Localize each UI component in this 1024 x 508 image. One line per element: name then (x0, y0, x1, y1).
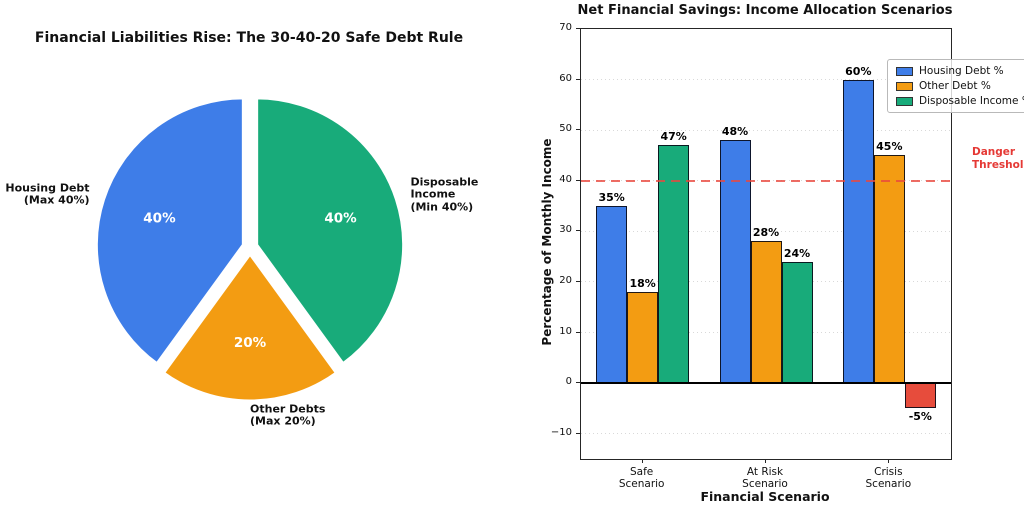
pie-slice (94, 96, 245, 366)
pie-percent-label: 40% (324, 211, 357, 227)
danger-threshold-label: Danger Threshold (972, 146, 1024, 171)
bar-chart-title: Net Financial Savings: Income Allocation… (577, 3, 953, 18)
bar-chart-panel: Net Financial Savings: Income Allocation… (512, 0, 1024, 508)
y-tick-label: 10 (559, 325, 572, 337)
bar-value-label: 35% (598, 191, 625, 205)
pie-slice (255, 96, 406, 366)
pie-chart-title: Financial Liabilities Rise: The 30-40-20… (34, 30, 464, 46)
bar-value-label: 47% (660, 130, 687, 144)
bar-disposable-income--1 (781, 261, 813, 384)
bar-value-label: -5% (908, 410, 932, 424)
gridline (581, 129, 951, 131)
x-tick-label: Safe Scenario (618, 466, 665, 490)
y-tick-mark (576, 432, 580, 434)
pie-chart: 40% 20% 40% (94, 96, 406, 403)
gridline (581, 230, 951, 232)
pie-percent-label: 20% (234, 335, 267, 351)
y-tick-label: 60 (559, 72, 572, 84)
y-tick-label: 40 (559, 173, 572, 185)
bar-disposable-income--2 (904, 383, 936, 409)
x-tick-label: Crisis Scenario (865, 466, 912, 490)
x-tick-mark (888, 459, 890, 463)
legend-item: Other Debt % (896, 80, 1024, 92)
zero-axis-line (581, 382, 951, 385)
bar-value-label: 45% (876, 140, 903, 154)
x-axis-label: Financial Scenario (700, 489, 830, 504)
legend: Housing Debt % Other Debt % Disposable Inc… (887, 59, 1024, 113)
y-tick-mark (576, 331, 580, 333)
y-tick-mark (576, 179, 580, 181)
y-tick-label: −10 (550, 426, 572, 438)
bar-other-debt--2 (873, 155, 905, 384)
y-tick-mark (576, 382, 580, 384)
bar-disposable-income--0 (658, 145, 690, 384)
x-tick-label: At Risk Scenario (742, 466, 788, 490)
y-tick-label: 0 (565, 376, 572, 388)
y-tick-mark (576, 28, 580, 29)
bar-value-label: 24% (783, 246, 811, 260)
bar-other-debt--0 (627, 292, 659, 384)
pie-slice-label: Other Debts (Max 20%) (250, 402, 326, 428)
y-tick-label: 30 (559, 224, 572, 236)
bar-value-label: 60% (845, 64, 872, 78)
pie-slice-label: Disposable Income (Min 40%) (410, 175, 479, 214)
y-tick-label: 50 (559, 123, 572, 135)
y-tick-label: 20 (559, 274, 572, 286)
plot-area: 35% 48% 60% 18% 28% 45% 47% 24% -5% Housing Debt … (580, 28, 1024, 460)
legend-label: Disposable Income % (919, 95, 1024, 107)
legend-label: Other Debt % (919, 80, 991, 92)
y-tick-mark (576, 230, 580, 232)
legend-swatch (896, 81, 913, 91)
legend-item: Housing Debt % (896, 65, 1024, 77)
pie-slice-label: Housing Debt (Max 40%) (5, 181, 90, 207)
pie-percent-label: 40% (143, 211, 176, 227)
legend-label: Housing Debt % (919, 65, 1004, 77)
y-tick-mark (576, 280, 580, 282)
legend-item: Disposable Income % (896, 95, 1024, 107)
x-tick-mark (641, 459, 643, 463)
bar-value-label: 18% (629, 277, 656, 291)
bar-housing-debt--0 (596, 206, 628, 384)
pie-slice (161, 251, 339, 403)
danger-threshold-line (581, 179, 951, 182)
y-tick-label: 70 (559, 22, 572, 33)
legend-swatch (896, 66, 913, 76)
gridline (581, 79, 951, 81)
y-tick-mark (576, 78, 580, 80)
bar-housing-debt--2 (842, 79, 874, 384)
pie-chart-panel: Financial Liabilities Rise: The 30-40-20… (5, 30, 479, 428)
y-axis-label: Percentage of Monthly Income (540, 138, 554, 346)
gridline (581, 433, 951, 435)
bar-other-debt--1 (750, 241, 782, 384)
y-tick-mark (576, 129, 580, 131)
legend-swatch (896, 96, 913, 106)
bar-value-label: 48% (721, 125, 749, 139)
bar-housing-debt--1 (719, 140, 751, 384)
bar-value-label: 28% (752, 226, 780, 240)
x-tick-mark (765, 459, 766, 463)
